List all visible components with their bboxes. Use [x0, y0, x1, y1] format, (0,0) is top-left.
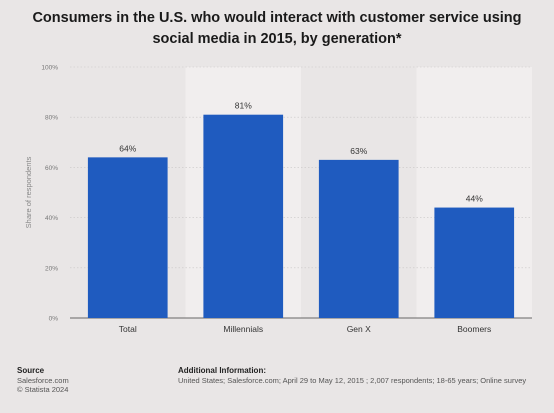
chart-title: Consumers in the U.S. who would interact… [32, 10, 522, 47]
bar-value-label: 81% [235, 101, 252, 111]
copyright: © Statista 2024 [17, 385, 69, 394]
source-block: Source Salesforce.com © Statista 2024 [17, 366, 69, 395]
x-tick-label: Millennials [223, 324, 263, 334]
bar[interactable] [434, 207, 515, 318]
bar[interactable] [87, 157, 168, 318]
bar[interactable] [203, 114, 284, 318]
x-tick-label: Boomers [457, 324, 491, 334]
y-axis-label: Share of respondents [24, 156, 33, 228]
y-tick-label: 80% [45, 115, 58, 122]
bar[interactable] [318, 159, 399, 318]
x-tick-label: Gen X [347, 324, 371, 334]
bar-value-label: 64% [119, 143, 136, 153]
additional-info-heading: Additional Information: [178, 366, 266, 375]
y-tick-label: 40% [45, 215, 58, 222]
y-tick-label: 20% [45, 265, 58, 272]
source-heading: Source [17, 366, 45, 375]
additional-info-block: Additional Information: United States; S… [178, 366, 526, 385]
x-tick-label: Total [119, 324, 137, 334]
bar-value-label: 44% [466, 194, 483, 204]
bar-value-label: 63% [350, 146, 367, 156]
y-tick-label: 0% [49, 316, 59, 323]
y-tick-label: 100% [41, 65, 58, 72]
y-tick-label: 60% [45, 165, 58, 172]
source-name: Salesforce.com [17, 375, 69, 385]
additional-info-text: United States; Salesforce.com; April 29 … [178, 375, 527, 385]
